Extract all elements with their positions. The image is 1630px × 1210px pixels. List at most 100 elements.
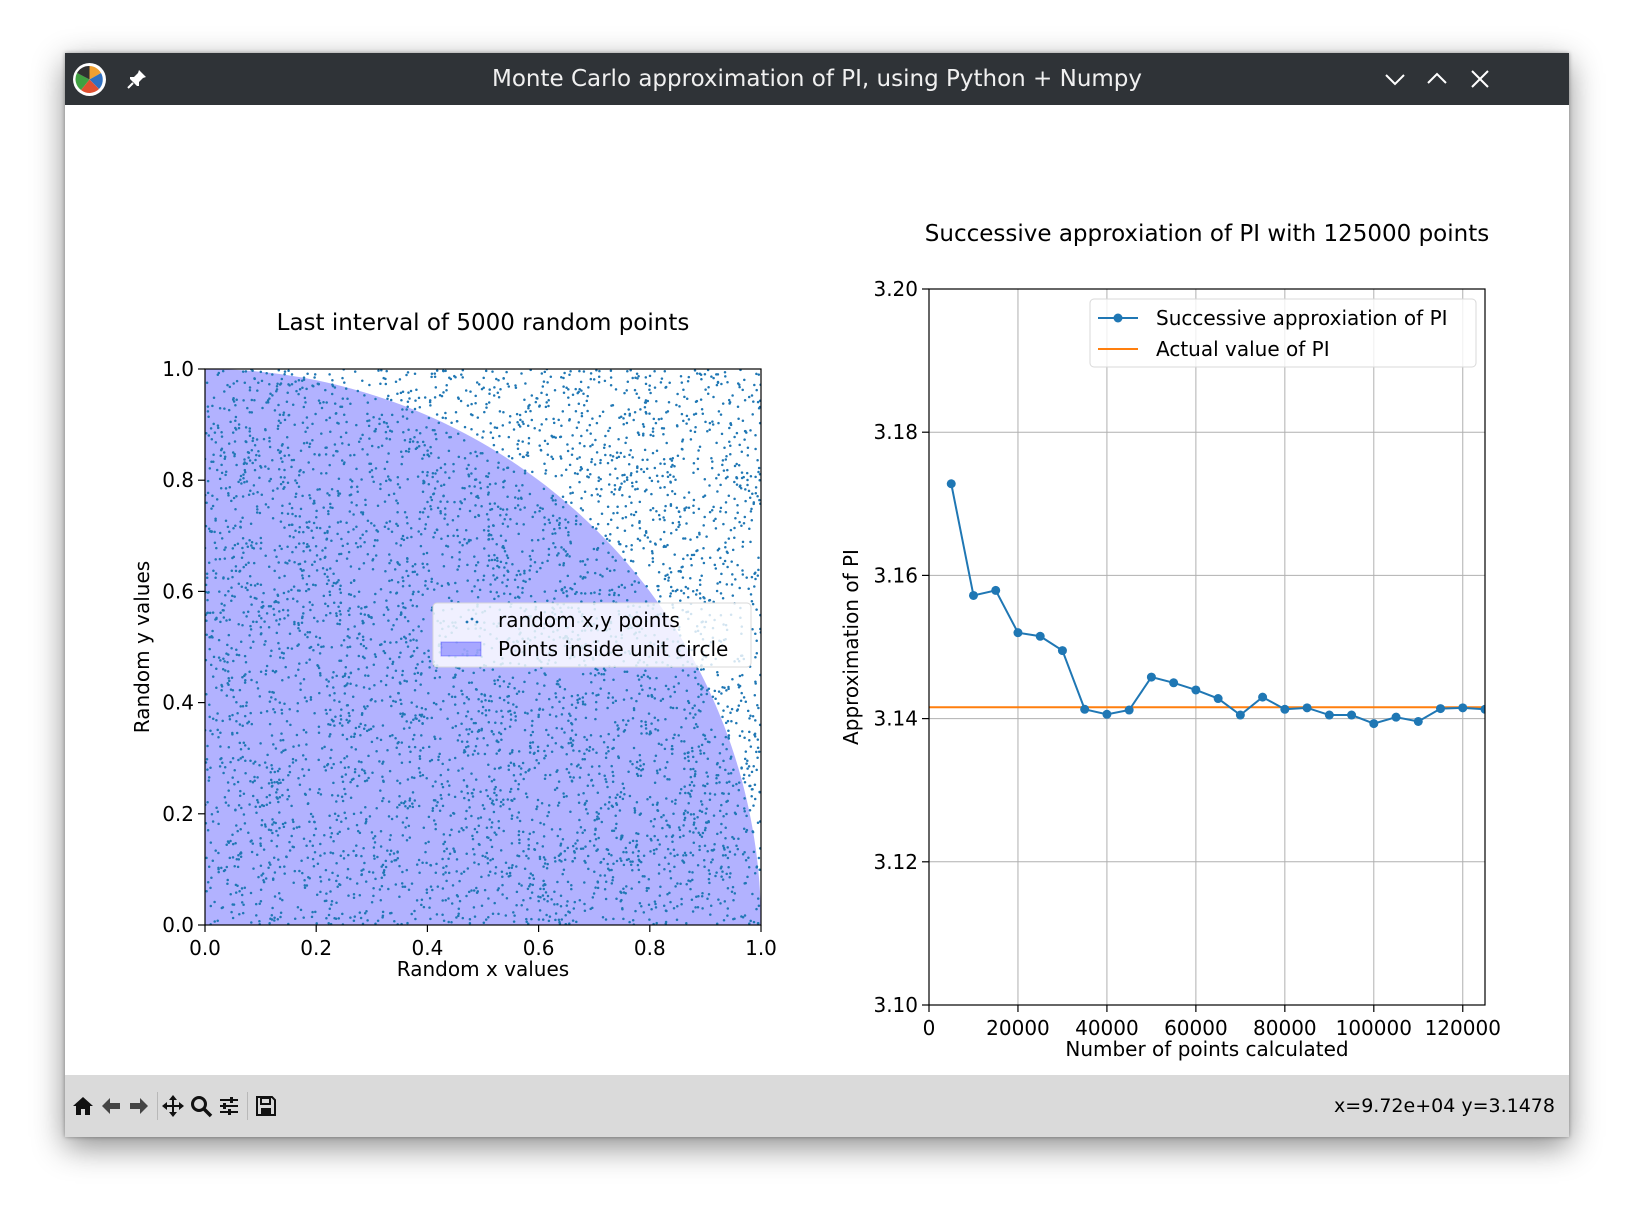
scatter-point [345,876,349,879]
scatter-point [569,736,573,740]
scatter-point [303,886,307,890]
chevron-up-icon[interactable] [1425,67,1449,91]
scatter-point [652,852,656,855]
pin-icon[interactable] [125,67,149,91]
scatter-point [496,391,500,395]
scatter-point [686,379,690,383]
scatter-point [527,847,530,851]
scatter-point [205,890,208,893]
scatter-point [334,449,338,453]
scatter-point [693,369,697,372]
scatter-point [669,876,673,880]
scatter-point [403,679,406,682]
scatter-point [513,711,516,714]
scatter-point [230,910,233,914]
app-logo-icon[interactable] [73,63,106,96]
scatter-point [655,509,658,513]
scatter-point [561,746,564,749]
scatter-point [303,884,307,887]
scatter-point [689,767,692,771]
scatter-point [495,752,498,755]
scatter-point [359,437,362,440]
scatter-point [327,723,330,726]
scatter-point [692,471,695,475]
scatter-point [627,857,630,861]
scatter-point [587,476,590,479]
scatter-point [250,411,254,414]
scatter-point [365,605,368,609]
scatter-point [329,835,333,839]
scatter-point [336,521,340,524]
scatter-point [211,504,215,508]
scatter-point [454,375,457,379]
scatter-point [467,890,471,894]
scatter-point [506,570,510,573]
scatter-point [326,492,329,495]
scatter-point [421,457,424,460]
scatter-point [700,574,703,578]
scatter-point [502,574,506,577]
scatter-point [474,450,477,454]
scatter-point [740,691,743,695]
scatter-point [493,502,497,505]
scatter-point [705,692,709,696]
scatter-point [671,840,674,844]
scatter-point [675,506,679,509]
scatter-point [316,620,319,623]
scatter-point [413,799,417,802]
scatter-point [546,453,550,456]
scatter-point [417,396,421,400]
scatter-point [738,443,741,447]
close-icon[interactable] [1468,67,1492,91]
scatter-point [645,732,648,735]
scatter-point [693,704,696,707]
scatter-point [583,757,587,761]
figure-canvas[interactable]: 0.0 0.2 0.4 0.6 0.8 1.0 0.0 0.2 0.4 0.6 0.8 1.0 Las… [65,105,1569,1075]
scatter-point [757,750,761,753]
scatter-point [548,773,552,777]
scatter-point [701,907,704,910]
scatter-point [520,497,523,501]
scatter-point [694,593,698,596]
scatter-point [280,751,283,754]
scatter-point [643,875,646,878]
scatter-point [650,907,653,911]
scatter-point [332,686,335,689]
scatter-point [315,509,318,513]
scatter-point [273,549,277,552]
scatter-point [290,373,294,376]
scatter-point [618,795,622,799]
chevron-down-icon[interactable] [1383,67,1407,91]
scatter-point [331,584,334,588]
scatter-point [461,693,464,696]
scatter-point [367,728,371,731]
scatter-point [665,441,668,445]
scatter-point [604,897,608,901]
scatter-point [235,719,238,723]
scatter-point [666,573,669,577]
scatter-point [684,717,688,720]
scatter-point [250,921,253,924]
scatter-point [677,682,680,685]
scatter-point [268,690,271,694]
scatter-point [575,514,578,518]
scatter-point [524,382,527,385]
scatter-point [716,673,720,677]
scatter-point [343,766,347,769]
scatter-point [401,455,404,459]
scatter-point [694,676,697,680]
scatter-point [220,689,223,692]
scatter-point [427,815,431,819]
scatter-point [410,882,414,885]
scatter-point [610,854,613,857]
scatter-point [421,721,424,725]
scatter-point [352,896,356,900]
scatter-point [285,719,289,723]
scatter-point [272,856,276,860]
scatter-point [294,380,297,383]
scatter-point [497,395,501,399]
scatter-point [477,496,480,500]
scatter-point [747,765,751,768]
scatter-point [437,456,440,459]
scatter-point [694,906,697,909]
